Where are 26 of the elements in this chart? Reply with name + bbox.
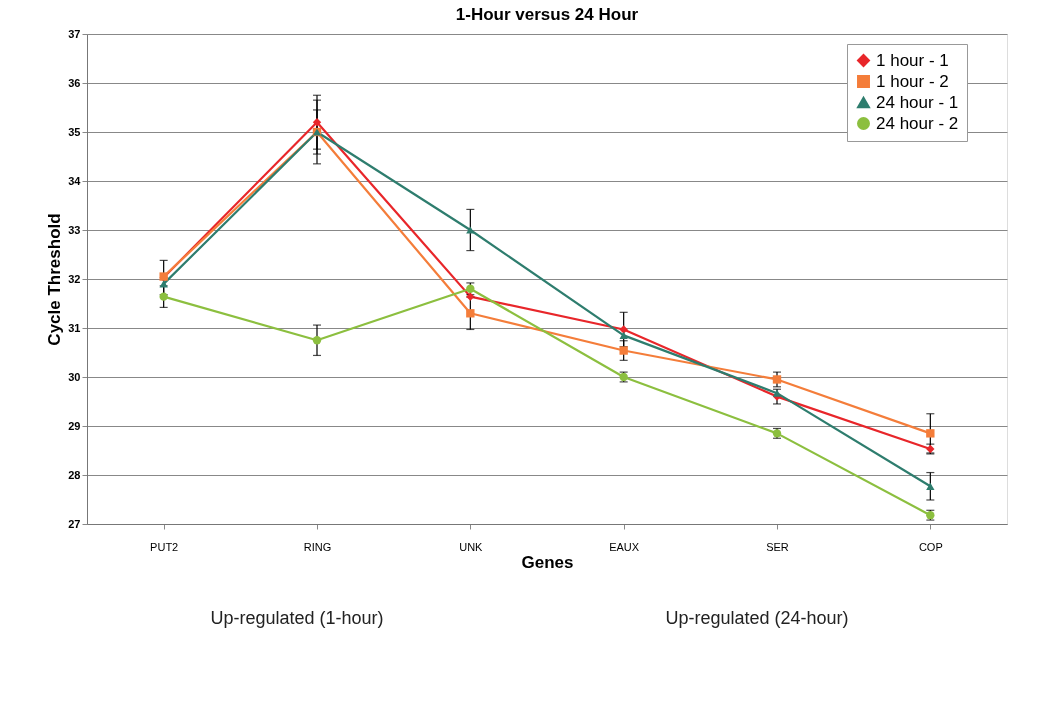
legend-label: 1 hour - 1 (876, 50, 949, 70)
y-axis-title: Cycle Threshold (45, 213, 65, 346)
y-tick-label: 32 (68, 272, 81, 285)
legend-label: 1 hour - 2 (876, 71, 949, 91)
x-tick-label: COP (918, 540, 943, 553)
x-tick-label: UNK (459, 540, 484, 553)
x-tick-label: PUT2 (150, 540, 179, 553)
x-tick-label: SER (766, 540, 789, 553)
y-tick-label: 28 (68, 468, 81, 481)
y-tick-label: 27 (68, 517, 81, 530)
y-tick-label: 30 (68, 370, 81, 383)
x-tick-label: RING (303, 540, 332, 553)
text: Up-regulated (1-hour) (210, 608, 384, 628)
x-tick-label: EAUX (609, 540, 640, 553)
chart-title: 1-Hour versus 24 Hour (455, 5, 639, 24)
x-axis-title: Genes (521, 552, 574, 572)
y-tick-label: 35 (68, 125, 81, 138)
y-tick-label: 36 (68, 76, 81, 89)
y-tick-label: 37 (68, 27, 81, 40)
text: Up-regulated (24-hour) (665, 608, 849, 628)
legend-label: 24 hour - 2 (876, 113, 959, 133)
y-tick-label: 34 (68, 174, 82, 187)
y-tick-label: 29 (68, 419, 81, 432)
y-tick-label: 33 (68, 223, 81, 236)
legend-label: 24 hour - 1 (876, 92, 959, 112)
y-tick-label: 31 (68, 321, 81, 334)
